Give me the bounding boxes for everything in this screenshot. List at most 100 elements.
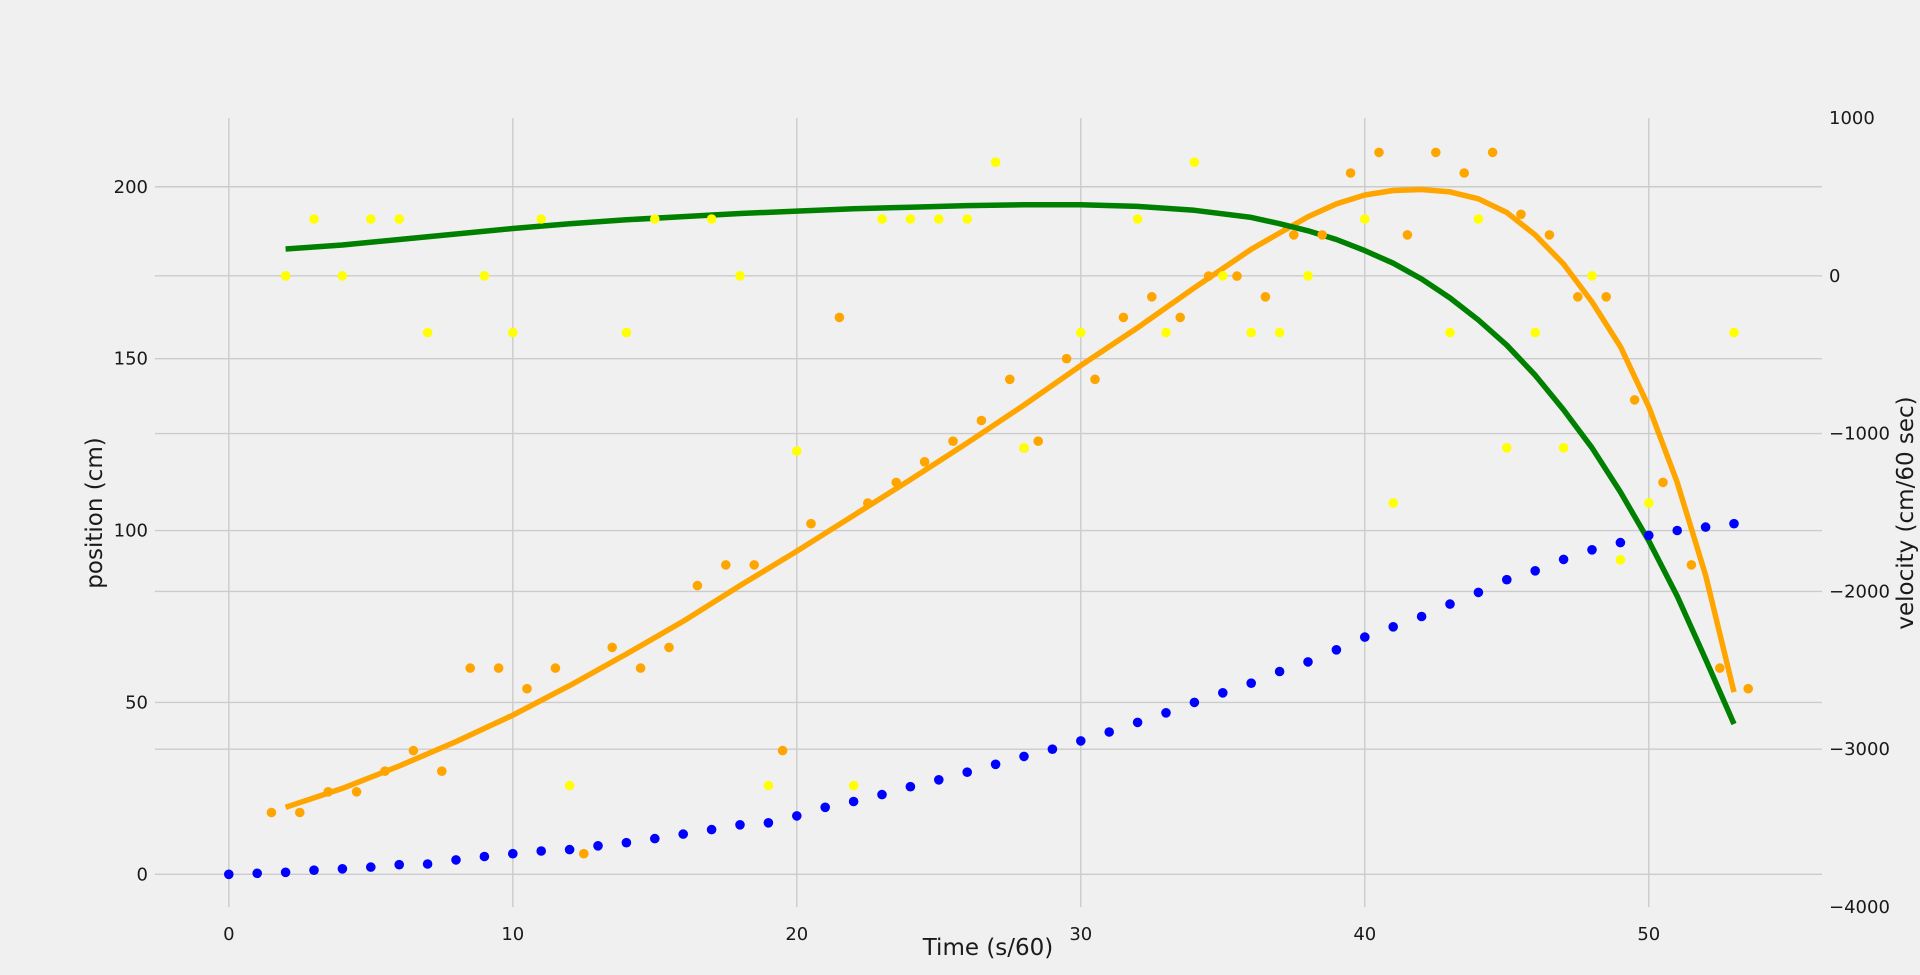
data-point — [508, 327, 518, 338]
data-point — [451, 855, 461, 865]
data-point — [792, 446, 802, 456]
data-point — [763, 818, 774, 828]
x-tick-label: 20 — [785, 924, 808, 945]
data-point — [1303, 657, 1313, 667]
data-point — [479, 851, 490, 862]
data-point — [1587, 545, 1597, 555]
data-point — [1686, 560, 1697, 570]
data-point — [280, 867, 291, 878]
data-point — [295, 807, 305, 818]
data-point — [1431, 147, 1441, 158]
data-point — [1033, 436, 1043, 447]
data-point — [834, 312, 845, 323]
data-point — [394, 214, 405, 224]
data-point — [919, 457, 930, 467]
left-y-ticks: 0 50 100 150 200 — [114, 177, 148, 886]
y-axis-label: position (cm) — [82, 437, 108, 588]
data-point — [621, 837, 632, 848]
data-point — [479, 271, 490, 281]
data-point — [1076, 736, 1086, 746]
data-point — [1189, 157, 1200, 167]
data-point — [1047, 744, 1058, 754]
data-point — [1274, 327, 1285, 338]
data-point — [564, 780, 575, 791]
data-point — [280, 271, 291, 281]
data-point — [1161, 327, 1171, 338]
data-point — [1132, 214, 1143, 224]
data-point — [1061, 353, 1072, 364]
data-point — [777, 745, 788, 756]
data-point — [1587, 271, 1597, 281]
data-point — [564, 844, 575, 855]
data-point — [309, 865, 319, 875]
data-point — [380, 766, 390, 776]
data-point — [1644, 498, 1654, 508]
data-point — [1743, 683, 1753, 694]
data-point — [1132, 717, 1143, 728]
data-point — [337, 864, 348, 874]
data-point — [678, 829, 688, 839]
data-point — [948, 436, 958, 447]
data-point — [934, 775, 944, 785]
data-point — [905, 781, 916, 792]
data-point — [1672, 525, 1682, 536]
x-tick-label: 50 — [1637, 924, 1660, 945]
data-point — [1558, 554, 1569, 565]
data-point — [1601, 292, 1611, 302]
data-point — [863, 498, 873, 508]
data-point — [650, 833, 660, 844]
data-point — [820, 802, 830, 813]
data-point — [1076, 327, 1086, 338]
data-point — [422, 859, 433, 869]
data-point — [621, 327, 632, 338]
data-point — [1502, 443, 1512, 453]
right-y-tick-label: 0 — [1829, 266, 1840, 287]
data-point — [1445, 599, 1455, 609]
data-point — [1473, 214, 1484, 224]
data-point — [1175, 312, 1185, 323]
data-point — [1544, 230, 1555, 240]
data-point — [1729, 327, 1739, 338]
data-point — [976, 415, 987, 426]
left-y-tick-label: 50 — [125, 692, 148, 713]
data-point — [1416, 611, 1427, 622]
data-point — [351, 787, 362, 797]
data-point — [536, 214, 546, 224]
data-point — [1232, 271, 1242, 281]
x-tick-label: 0 — [223, 924, 234, 945]
data-point — [1289, 230, 1299, 240]
data-point — [1260, 292, 1271, 302]
x-tick-label: 30 — [1069, 924, 1092, 945]
data-point — [1644, 530, 1654, 541]
data-point — [735, 271, 745, 281]
data-point — [934, 214, 944, 224]
right-y-tick-label: 1000 — [1829, 108, 1875, 129]
data-point — [848, 780, 859, 791]
x-tick-label: 40 — [1353, 924, 1376, 945]
data-point — [1331, 645, 1342, 655]
data-point — [1274, 666, 1285, 677]
fit-line — [284, 186, 1737, 810]
data-marks — [224, 147, 1753, 880]
data-point — [1317, 230, 1327, 240]
data-point — [337, 271, 348, 281]
right-y-ticks: −4000 −3000 −2000 −1000 0 1000 — [1829, 108, 1890, 918]
data-point — [990, 157, 1001, 167]
data-point — [1189, 697, 1200, 708]
x-tick-label: 10 — [501, 924, 524, 945]
data-point — [579, 848, 589, 859]
data-point — [309, 214, 319, 224]
data-point — [877, 789, 887, 800]
data-point — [550, 663, 561, 673]
data-point — [706, 824, 717, 835]
data-point — [848, 796, 859, 807]
data-point — [749, 560, 759, 570]
data-point — [1629, 395, 1640, 405]
data-point — [1516, 209, 1526, 220]
data-point — [1388, 498, 1398, 508]
x-axis-label: Time (s/60) — [922, 935, 1054, 961]
left-y-tick-label: 0 — [137, 864, 148, 885]
right-y-tick-label: −4000 — [1829, 897, 1890, 918]
data-point — [1473, 587, 1484, 598]
data-point — [962, 767, 972, 777]
